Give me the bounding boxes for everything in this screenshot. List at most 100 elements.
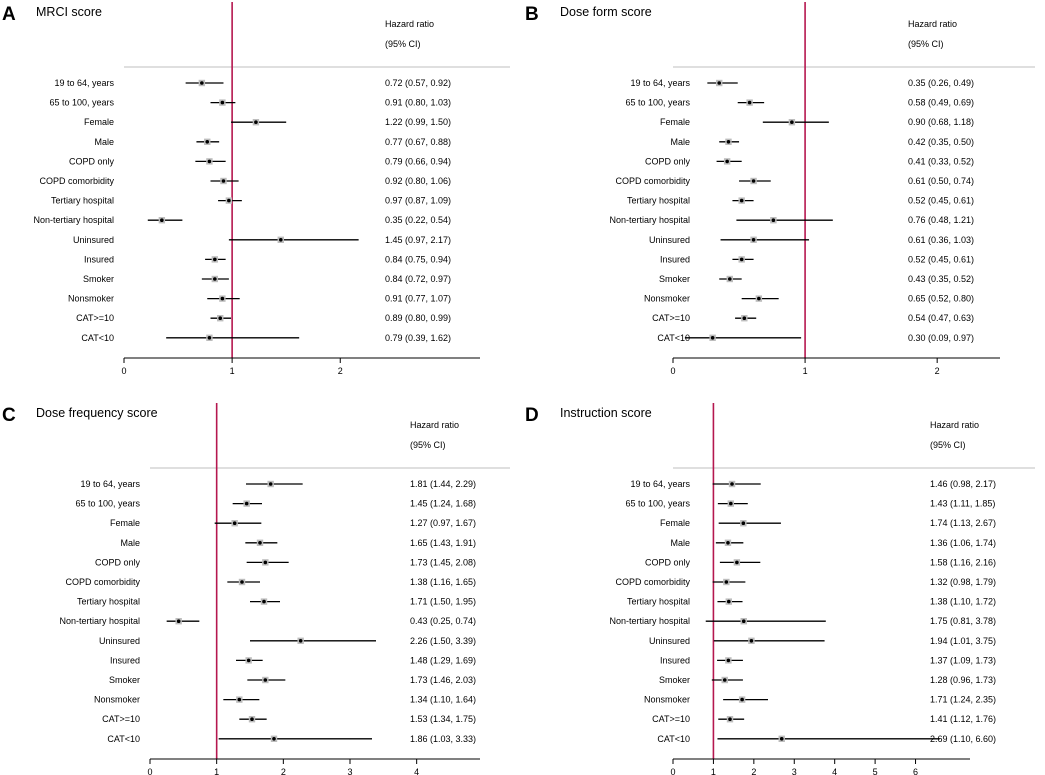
x-tick-label: 2 (281, 767, 286, 775)
hazard-ratio-value: 1.27 (0.97, 1.67) (410, 518, 476, 528)
row-label: Smoker (109, 675, 140, 685)
hazard-ratio-value: 0.42 (0.35, 0.50) (908, 137, 974, 147)
hazard-ratio-header: Hazard ratio (908, 19, 957, 29)
point-estimate (771, 218, 776, 222)
ci-header: (95% CI) (410, 440, 446, 450)
row-label: Nonsmoker (644, 695, 690, 705)
ci-header: (95% CI) (385, 39, 421, 49)
hazard-ratio-value: 0.58 (0.49, 0.69) (908, 98, 974, 108)
hazard-ratio-value: 1.74 (1.13, 2.67) (930, 518, 996, 528)
panel-title: Dose frequency score (36, 406, 158, 420)
panel-letter: C (2, 405, 16, 426)
hazard-ratio-value: 0.72 (0.57, 0.92) (385, 78, 451, 88)
row-label: Male (120, 538, 140, 548)
hazard-ratio-value: 1.71 (1.24, 2.35) (930, 695, 996, 705)
row-label: COPD comorbidity (39, 176, 114, 186)
row-label: Tertiary hospital (627, 196, 690, 206)
hazard-ratio-value: 1.71 (1.50, 1.95) (410, 597, 476, 607)
hazard-ratio-value: 0.35 (0.26, 0.49) (908, 78, 974, 88)
point-estimate (790, 120, 794, 124)
row-label: Smoker (83, 274, 114, 284)
hazard-ratio-value: 1.28 (0.96, 1.73) (930, 675, 996, 685)
point-estimate (258, 541, 262, 545)
row-label: 19 to 64, years (630, 479, 690, 489)
row-label: Nonsmoker (94, 695, 140, 705)
forest-panel-b: B Dose form score Hazard ratio (95% CI) 19 t… (525, 2, 1035, 376)
panel-letter: D (525, 405, 539, 426)
hazard-ratio-value: 1.73 (1.46, 2.03) (410, 675, 476, 685)
x-tick-label: 0 (670, 366, 675, 376)
hazard-ratio-value: 0.97 (0.87, 1.09) (385, 196, 451, 206)
panel-title: Instruction score (560, 406, 652, 420)
row-label: Uninsured (73, 235, 114, 245)
point-estimate (726, 599, 731, 604)
point-estimate (244, 501, 249, 506)
row-label: CAT<10 (81, 333, 114, 343)
row-label: Smoker (659, 274, 690, 284)
hazard-ratio-value: 1.45 (0.97, 2.17) (385, 235, 451, 245)
point-estimate (221, 179, 226, 183)
row-label: Uninsured (99, 636, 140, 646)
hazard-ratio-value: 0.79 (0.39, 1.62) (385, 333, 451, 343)
hazard-ratio-value: 1.36 (1.06, 1.74) (930, 538, 996, 548)
hazard-ratio-header: Hazard ratio (385, 19, 434, 29)
x-tick-label: 1 (230, 366, 235, 376)
row-label: Female (660, 117, 690, 127)
point-estimate (728, 717, 732, 721)
point-estimate (747, 100, 752, 105)
point-estimate (205, 140, 210, 144)
row-label: Insured (660, 254, 690, 264)
hazard-ratio-value: 1.46 (0.98, 2.17) (930, 479, 996, 489)
point-estimate (232, 521, 237, 525)
point-estimate (268, 482, 273, 486)
hazard-ratio-value: 0.92 (0.80, 1.06) (385, 176, 451, 186)
row-label: 19 to 64, years (54, 78, 114, 88)
row-label: CAT<10 (107, 734, 140, 744)
row-label: 65 to 100, years (75, 499, 140, 509)
row-label: COPD comorbidity (65, 577, 140, 587)
hazard-ratio-value: 2.26 (1.50, 3.39) (410, 636, 476, 646)
point-estimate (722, 678, 727, 682)
hazard-ratio-value: 1.38 (1.16, 1.65) (410, 577, 476, 587)
forest-panel-c: C Dose frequency score Hazard ratio (95% CI… (2, 403, 510, 775)
hazard-ratio-value: 0.79 (0.66, 0.94) (385, 156, 451, 166)
x-tick-label: 1 (803, 366, 808, 376)
hazard-ratio-value: 1.32 (0.98, 1.79) (930, 577, 996, 587)
hazard-ratio-value: 0.52 (0.45, 0.61) (908, 196, 974, 206)
point-estimate (220, 100, 225, 105)
hazard-ratio-value: 2.69 (1.10, 6.60) (930, 734, 996, 744)
panel-letter: A (2, 4, 16, 25)
point-estimate (218, 316, 223, 321)
point-estimate (207, 159, 212, 164)
row-label: Insured (110, 655, 140, 665)
x-tick-label: 4 (414, 767, 419, 775)
hazard-ratio-value: 1.86 (1.03, 3.33) (410, 734, 476, 744)
point-estimate (176, 619, 181, 623)
row-label: CAT<10 (657, 333, 690, 343)
row-label: COPD comorbidity (615, 176, 690, 186)
point-estimate (272, 737, 276, 741)
row-label: COPD only (645, 156, 691, 166)
hazard-ratio-value: 0.41 (0.33, 0.52) (908, 156, 974, 166)
hazard-ratio-value: 0.77 (0.67, 0.88) (385, 137, 451, 147)
hazard-ratio-value: 1.37 (1.09, 1.73) (930, 655, 996, 665)
row-label: Tertiary hospital (77, 597, 140, 607)
hazard-ratio-value: 0.61 (0.50, 0.74) (908, 176, 974, 186)
ci-header: (95% CI) (930, 440, 966, 450)
x-tick-label: 3 (347, 767, 352, 775)
hazard-ratio-value: 1.53 (1.34, 1.75) (410, 714, 476, 724)
forest-panel-d: D Instruction score Hazard ratio (95% CI) 19… (525, 403, 1035, 775)
point-estimate (160, 218, 164, 222)
x-tick-label: 0 (147, 767, 152, 775)
x-tick-label: 5 (873, 767, 878, 775)
point-estimate (751, 179, 756, 183)
hazard-ratio-value: 1.38 (1.10, 1.72) (930, 597, 996, 607)
row-label: CAT>=10 (652, 313, 690, 323)
row-label: Non-tertiary hospital (609, 215, 690, 225)
x-tick-label: 1 (711, 767, 716, 775)
hazard-ratio-value: 1.65 (1.43, 1.91) (410, 538, 476, 548)
row-label: COPD only (69, 156, 115, 166)
row-label: Smoker (659, 675, 690, 685)
row-label: 65 to 100, years (625, 499, 690, 509)
